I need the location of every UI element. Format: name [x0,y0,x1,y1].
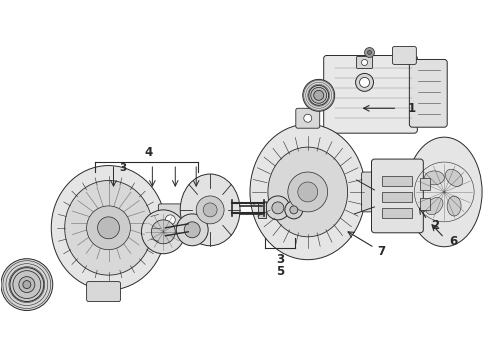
Circle shape [360,77,369,87]
Circle shape [23,280,31,289]
Text: 3: 3 [119,163,126,173]
Text: 2: 2 [431,219,440,232]
Ellipse shape [250,124,366,260]
Bar [383,176,413,186]
Circle shape [19,276,35,293]
Circle shape [142,210,185,254]
Bar [420,178,430,190]
Text: 5: 5 [276,265,284,278]
Ellipse shape [424,171,444,185]
Circle shape [176,214,208,246]
Bar [420,198,430,210]
Circle shape [266,196,290,220]
FancyBboxPatch shape [87,282,121,302]
FancyBboxPatch shape [158,204,182,236]
Circle shape [288,172,328,212]
Circle shape [285,201,303,219]
FancyBboxPatch shape [296,108,319,128]
Circle shape [362,59,368,66]
FancyBboxPatch shape [357,57,372,68]
Ellipse shape [51,166,166,290]
Ellipse shape [180,174,240,246]
Circle shape [311,87,327,103]
Ellipse shape [65,180,152,275]
Text: 6: 6 [449,235,458,248]
Circle shape [13,271,41,298]
Text: 3: 3 [276,253,284,266]
Circle shape [272,202,284,214]
FancyBboxPatch shape [409,59,447,127]
Circle shape [87,206,130,250]
Text: 1: 1 [407,102,416,115]
Circle shape [203,203,217,217]
Circle shape [10,268,44,302]
Circle shape [304,114,312,122]
Circle shape [368,50,371,54]
FancyBboxPatch shape [324,55,417,133]
Ellipse shape [445,169,463,186]
Circle shape [151,220,175,244]
Text: 7: 7 [377,245,386,258]
Circle shape [165,215,175,225]
Bar [258,202,266,218]
Ellipse shape [447,196,461,216]
Bar [383,192,413,202]
Ellipse shape [268,147,347,237]
Ellipse shape [426,197,443,215]
Text: 4: 4 [144,145,152,159]
Circle shape [19,276,35,293]
Circle shape [290,206,298,214]
FancyBboxPatch shape [392,46,416,64]
FancyBboxPatch shape [371,159,423,233]
Circle shape [1,259,53,310]
Circle shape [98,217,120,239]
FancyBboxPatch shape [362,172,384,212]
Bar [383,208,413,218]
Circle shape [314,90,324,100]
Circle shape [196,196,224,224]
Circle shape [298,182,318,202]
Ellipse shape [406,137,482,247]
Circle shape [184,222,200,238]
Circle shape [365,48,374,58]
Circle shape [309,85,329,105]
Circle shape [356,73,373,91]
Circle shape [303,80,335,111]
